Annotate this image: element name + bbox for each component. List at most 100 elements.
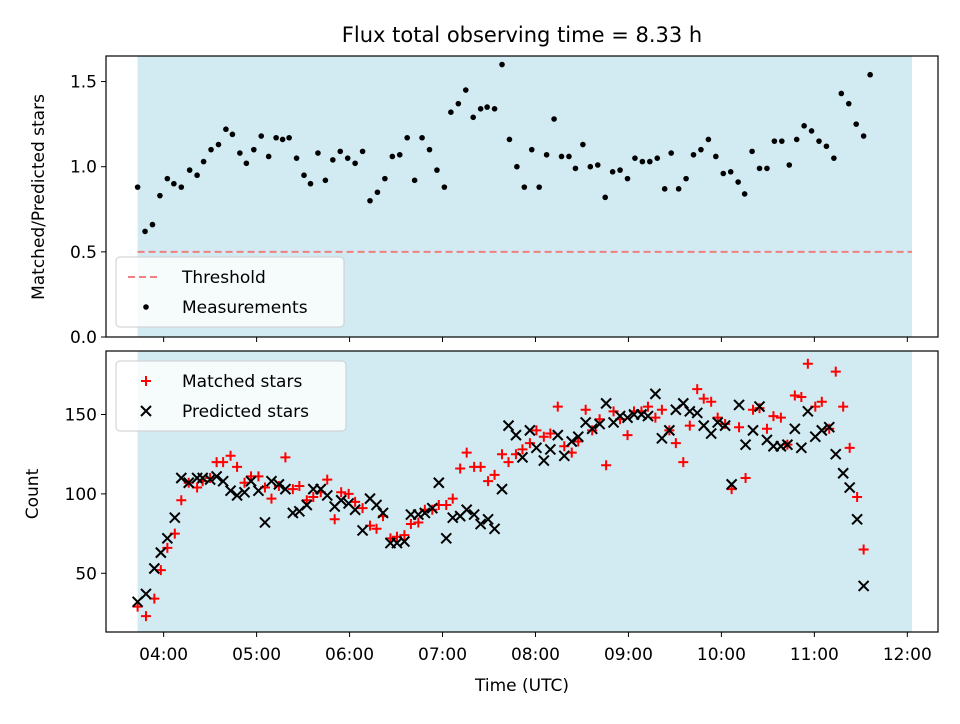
data-point xyxy=(149,221,156,228)
data-point xyxy=(802,358,813,369)
data-point xyxy=(215,141,222,148)
data-point xyxy=(377,507,389,519)
data-point xyxy=(489,469,500,480)
y-tick-label: 50 xyxy=(75,564,97,584)
data-point xyxy=(286,134,292,141)
data-point xyxy=(816,396,827,407)
data-point xyxy=(705,136,712,143)
data-point xyxy=(134,184,141,190)
y-tick-label: 100 xyxy=(65,485,97,505)
y-tick-label: 0.5 xyxy=(70,243,97,263)
data-point xyxy=(204,473,216,486)
data-point xyxy=(860,133,867,139)
data-point xyxy=(349,504,361,516)
series-measurements xyxy=(134,61,873,235)
data-point xyxy=(843,481,856,494)
data-point xyxy=(741,191,748,197)
data-point xyxy=(273,478,285,491)
data-point xyxy=(434,167,440,173)
data-point xyxy=(343,488,354,499)
data-point xyxy=(566,435,578,448)
data-point xyxy=(279,136,286,143)
data-point xyxy=(749,148,755,155)
data-point xyxy=(483,476,494,487)
data-point xyxy=(433,477,445,489)
data-point xyxy=(775,440,787,452)
data-point xyxy=(441,499,452,510)
data-point xyxy=(572,431,584,443)
data-point xyxy=(426,502,439,514)
data-point xyxy=(711,416,724,429)
data-point xyxy=(162,542,173,553)
data-point xyxy=(455,463,466,474)
data-point xyxy=(796,392,807,403)
data-point xyxy=(448,109,454,115)
x-tick-label: 08:00 xyxy=(511,645,560,665)
data-point xyxy=(517,444,528,455)
data-point xyxy=(499,61,505,68)
data-point xyxy=(824,423,835,434)
data-point xyxy=(838,90,845,97)
data-point xyxy=(447,493,458,504)
data-point xyxy=(287,507,299,519)
data-point xyxy=(223,126,229,133)
data-point xyxy=(544,443,557,456)
data-point xyxy=(808,128,815,134)
data-point xyxy=(308,492,319,503)
data-point xyxy=(175,472,188,484)
data-point xyxy=(161,532,174,545)
data-point xyxy=(622,430,633,441)
data-point xyxy=(398,535,411,548)
data-point xyxy=(543,151,550,158)
data-point xyxy=(155,565,166,576)
chart-title: Flux total observing time = 8.33 h xyxy=(342,23,702,47)
data-point xyxy=(252,484,265,497)
data-point xyxy=(337,148,344,155)
data-point xyxy=(720,170,727,177)
data-point xyxy=(683,175,689,182)
data-point xyxy=(609,169,616,175)
count-panel: 50 100 150 04:00 05:00 06:00 07:00 08:00 09:00 10… xyxy=(65,350,939,665)
data-point xyxy=(186,167,193,173)
data-point xyxy=(837,467,849,479)
data-point xyxy=(279,483,292,495)
data-point xyxy=(335,494,347,506)
data-point xyxy=(356,524,369,537)
data-point xyxy=(497,449,508,460)
data-point xyxy=(764,165,770,172)
data-point xyxy=(475,461,486,472)
data-point xyxy=(726,484,737,495)
x-tick-label: 11:00 xyxy=(790,645,839,665)
data-point xyxy=(635,408,648,421)
data-point xyxy=(419,507,431,519)
data-point xyxy=(229,131,236,138)
data-point xyxy=(739,438,752,451)
data-point xyxy=(698,146,704,153)
legend-box xyxy=(115,360,347,432)
data-point xyxy=(650,412,661,423)
data-point xyxy=(789,390,800,401)
data-point xyxy=(587,163,594,170)
data-point xyxy=(412,508,425,521)
data-point xyxy=(678,457,689,468)
data-point xyxy=(350,496,361,507)
data-point xyxy=(231,489,243,502)
data-point xyxy=(793,136,800,143)
data-point xyxy=(830,366,841,377)
data-point xyxy=(725,478,738,491)
data-point xyxy=(823,421,835,433)
y-axis-label-top: Matched/Predicted stars xyxy=(29,94,49,300)
data-point xyxy=(307,180,314,187)
data-point xyxy=(816,138,822,144)
legend: Matched stars Predicted stars xyxy=(115,360,347,432)
ratio-panel: 0.0 0.5 1.0 1.5 Threshold Measurements xyxy=(70,55,939,348)
data-point xyxy=(157,192,163,199)
series-matched-stars xyxy=(132,358,869,622)
data-point xyxy=(775,412,786,423)
data-point xyxy=(470,114,476,121)
data-point xyxy=(852,492,863,503)
data-point xyxy=(245,475,257,487)
data-point xyxy=(413,517,424,528)
x-tick-label: 06:00 xyxy=(325,645,374,665)
data-point xyxy=(734,422,745,433)
